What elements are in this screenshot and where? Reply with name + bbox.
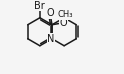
Text: O: O: [60, 18, 67, 28]
Text: O: O: [47, 8, 54, 18]
Text: Br: Br: [34, 1, 45, 11]
Text: CH₃: CH₃: [58, 10, 73, 19]
Text: N: N: [47, 34, 55, 44]
